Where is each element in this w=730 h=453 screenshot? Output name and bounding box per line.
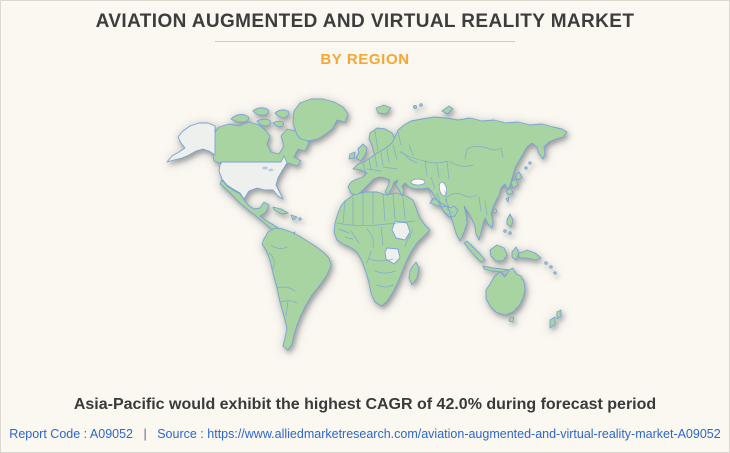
australia — [485, 267, 526, 316]
header: AVIATION AUGMENTED AND VIRTUAL REALITY M… — [1, 1, 729, 68]
title-divider — [215, 41, 515, 42]
source-link[interactable]: https://www.alliedmarketresearch.com/avi… — [207, 427, 721, 441]
report-code-text: Report Code : A09052 — [9, 427, 133, 441]
madagascar — [408, 261, 420, 286]
greenland — [292, 98, 349, 142]
japan — [514, 171, 523, 181]
source-label: Source : — [157, 427, 204, 441]
continent-south-america — [261, 227, 332, 351]
ireland — [348, 151, 356, 160]
continent-africa — [333, 191, 431, 307]
page-subtitle: BY REGION — [320, 51, 410, 68]
taiwan — [505, 196, 510, 203]
sumatra — [463, 240, 486, 263]
caspian-sea — [438, 181, 448, 197]
sulawesi — [511, 246, 520, 261]
iceland — [375, 104, 392, 115]
east-asia-islands — [492, 161, 532, 235]
alaska — [166, 122, 216, 163]
black-sea — [410, 178, 426, 186]
united-kingdom — [355, 143, 368, 162]
footer-separator: | — [143, 427, 147, 441]
philippines — [506, 213, 514, 228]
continent-north-america — [166, 98, 349, 239]
java — [482, 265, 510, 273]
page-title: AVIATION AUGMENTED AND VIRTUAL REALITY M… — [95, 11, 635, 32]
borneo — [489, 244, 508, 262]
continent-oceania — [485, 267, 562, 329]
southeast-asia-islands — [463, 240, 557, 275]
footer: Report Code : A09052 | Source : https://… — [1, 427, 729, 441]
new-guinea — [517, 249, 542, 261]
new-zealand — [556, 309, 562, 320]
continent-eurasia — [347, 116, 568, 242]
united-states — [218, 155, 288, 200]
tasmania — [508, 316, 515, 323]
map-caption: Asia-Pacific would exhibit the highest C… — [73, 396, 657, 413]
